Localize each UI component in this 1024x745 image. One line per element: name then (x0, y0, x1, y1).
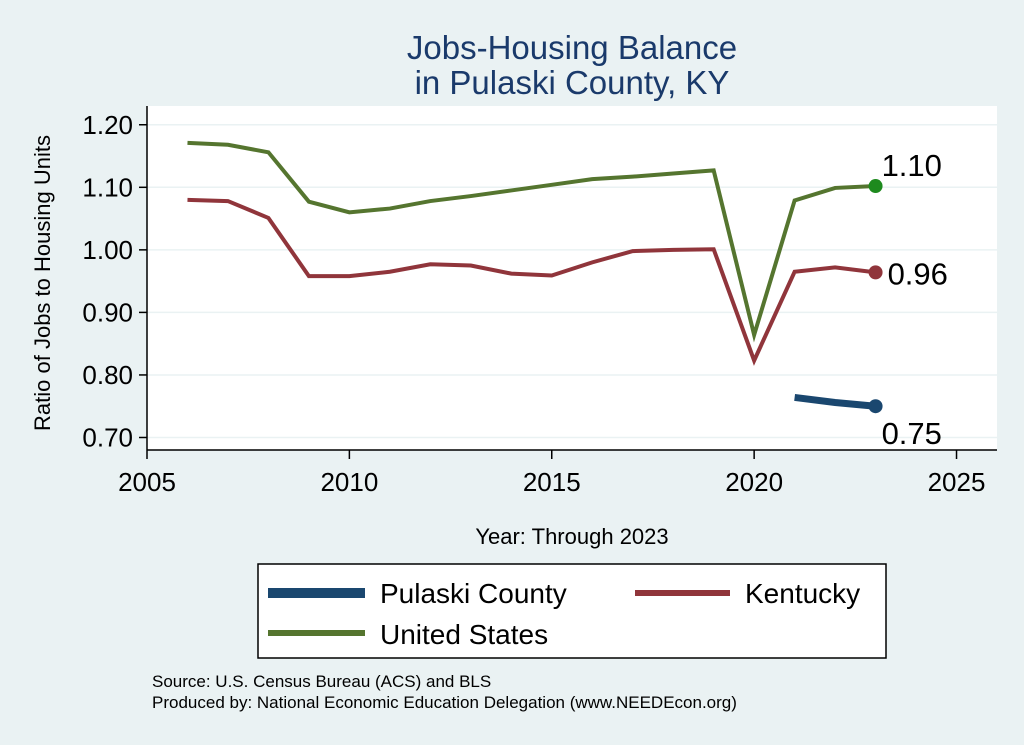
source-note: Source: U.S. Census Bureau (ACS) and BLS (152, 672, 491, 691)
x-tick-label: 2005 (118, 467, 176, 497)
x-tick-label: 2010 (320, 467, 378, 497)
producer-note: Produced by: National Economic Education… (152, 693, 737, 712)
legend-label-pulaski: Pulaski County (380, 578, 567, 609)
x-tick-label: 2015 (523, 467, 581, 497)
y-tick-label: 0.90 (82, 297, 133, 327)
y-tick-label: 1.00 (82, 235, 133, 265)
y-ticks: 0.70 0.80 0.90 1.00 1.10 1.20 (82, 110, 147, 452)
y-tick-label: 0.80 (82, 360, 133, 390)
end-label-kentucky: 0.96 (888, 256, 948, 291)
series-line-united-states (187, 140, 876, 343)
y-axis-label: Ratio of Jobs to Housing Units (30, 135, 55, 431)
legend-box (257, 563, 887, 659)
y-tick-label: 1.10 (82, 172, 133, 202)
y-tick-label: 0.70 (82, 422, 133, 452)
series-line-pulaski-county (794, 393, 876, 410)
x-tick-label: 2025 (928, 467, 986, 497)
end-marker-united-states (868, 179, 883, 194)
legend-label-kentucky: Kentucky (745, 578, 860, 609)
chart-title-line-2: in Pulaski County, KY (415, 64, 730, 101)
end-label-pulaski-county: 0.75 (882, 416, 942, 451)
x-axis-label: Year: Through 2023 (475, 524, 668, 549)
x-ticks: 2005 2010 2015 2020 2025 (118, 450, 985, 497)
y-tick-label: 1.20 (82, 110, 133, 140)
end-marker-kentucky (868, 265, 883, 280)
legend: Pulaski County Kentucky United States (257, 563, 887, 659)
series-line-kentucky (187, 197, 876, 366)
end-marker-pulaski-county (868, 399, 883, 414)
end-label-united-states: 1.10 (882, 148, 942, 183)
series-lines (187, 140, 876, 410)
plot-area (147, 106, 997, 450)
x-tick-label: 2020 (725, 467, 783, 497)
end-labels: 0.75 0.96 1.10 (882, 148, 948, 451)
chart-title-line-1: Jobs-Housing Balance (407, 29, 737, 66)
legend-label-united-states: United States (380, 619, 548, 650)
end-markers (868, 179, 883, 414)
